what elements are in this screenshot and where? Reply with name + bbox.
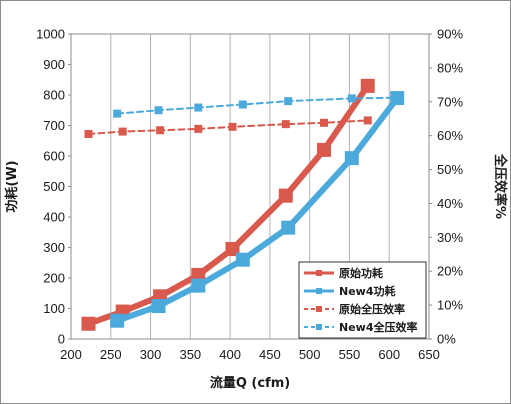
data-point [278, 188, 293, 203]
legend-label: New4全压效率 [339, 320, 417, 334]
y-right-tick-label: 70% [437, 94, 463, 109]
data-point [156, 126, 165, 135]
y-left-tick-label: 400 [43, 210, 65, 225]
y-left-tick-label: 600 [43, 149, 65, 164]
data-point [84, 129, 93, 138]
data-point [344, 151, 359, 166]
data-point [81, 316, 96, 331]
data-point [347, 94, 356, 103]
data-point [194, 103, 203, 112]
data-point [118, 127, 127, 136]
series-1 [110, 91, 405, 328]
axis-tick-labels: 200 250 300 350 400 450 500 550 600 650 0 100 200 300… [36, 27, 463, 363]
y-left-tick-label: 1000 [36, 27, 65, 42]
y-left-tick-label: 700 [43, 118, 65, 133]
x-axis-title: 流量Q (cfm) [210, 375, 290, 391]
data-point [191, 278, 206, 293]
x-tick-label: 350 [179, 347, 201, 362]
legend-swatch-marker [316, 270, 322, 276]
x-tick-label: 450 [259, 347, 281, 362]
data-point [228, 122, 237, 131]
x-tick-label: 250 [100, 347, 122, 362]
y-right-tick-label: 0% [437, 332, 456, 347]
legend-label: 原始全压效率 [339, 302, 405, 316]
data-point [151, 299, 166, 314]
data-point [360, 78, 375, 93]
y-right-tick-label: 30% [437, 230, 463, 245]
legend-label: New4功耗 [339, 284, 395, 298]
y-right-axis-title: 全压效率% [492, 153, 508, 219]
y-right-tick-label: 80% [437, 60, 463, 75]
data-point [194, 124, 203, 133]
y-right-tick-label: 60% [437, 128, 463, 143]
x-tick-label: 300 [140, 347, 162, 362]
data-point [110, 313, 125, 328]
y-left-tick-label: 800 [43, 88, 65, 103]
data-point [316, 142, 331, 157]
data-point [393, 93, 402, 102]
legend-label: 原始功耗 [339, 266, 383, 280]
data-point [225, 242, 240, 257]
data-point [113, 109, 122, 118]
x-tick-label: 600 [378, 347, 400, 362]
gridlines [110, 34, 390, 339]
series-lines [81, 78, 405, 331]
data-point [191, 267, 206, 282]
y-left-tick-label: 900 [43, 57, 65, 72]
data-point [319, 118, 328, 127]
y-right-tick-label: 40% [437, 196, 463, 211]
data-point [154, 106, 163, 115]
data-point [235, 252, 250, 267]
y-right-tick-label: 90% [437, 27, 463, 42]
y-right-tick-label: 50% [437, 162, 463, 177]
data-point [284, 97, 293, 106]
legend-swatch-marker [316, 288, 322, 294]
y-left-tick-label: 100 [43, 301, 65, 316]
series-line-2 [87, 119, 369, 135]
data-point [281, 220, 296, 235]
y-left-tick-label: 200 [43, 271, 65, 286]
x-tick-label: 550 [339, 347, 361, 362]
y-left-axis-title: 功耗(W) [4, 160, 20, 212]
legend-swatch-marker [316, 324, 322, 330]
y-right-tick-label: 10% [437, 298, 463, 313]
x-tick-label: 500 [299, 347, 321, 362]
legend-swatch-marker [316, 306, 322, 312]
data-point [363, 116, 372, 125]
x-tick-label: 200 [60, 347, 82, 362]
y-left-tick-label: 0 [58, 332, 65, 347]
series-0 [81, 78, 375, 331]
data-point [238, 100, 247, 109]
data-point [281, 120, 290, 129]
y-left-tick-label: 500 [43, 179, 65, 194]
series-3 [113, 93, 402, 118]
y-left-tick-label: 300 [43, 240, 65, 255]
y-right-tick-label: 20% [437, 264, 463, 279]
series-2 [84, 116, 372, 138]
x-tick-label: 650 [418, 347, 440, 362]
x-tick-label: 400 [219, 347, 241, 362]
